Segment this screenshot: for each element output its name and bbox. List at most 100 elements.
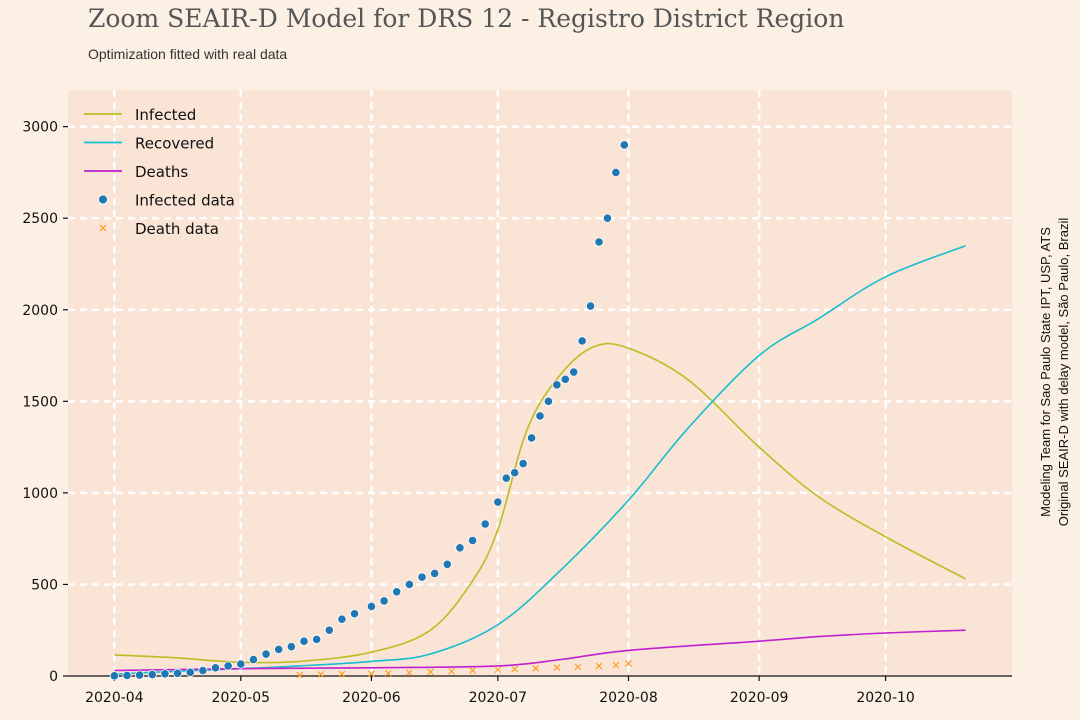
death-data-point (612, 661, 620, 669)
legend-swatch-infected-data (98, 194, 108, 205)
x-tick-label: 2020-09 (730, 690, 789, 706)
infected-data-point (417, 572, 427, 582)
infected-data-point (312, 634, 322, 644)
infected-data-point (135, 670, 145, 680)
x-tick-label: 2020-10 (856, 690, 915, 706)
infected-data-point (160, 669, 170, 679)
grid-layer (68, 90, 1012, 676)
infected-data-point (518, 458, 528, 469)
death-data-point (338, 670, 346, 678)
infected-data-point (611, 167, 621, 178)
infected-data-point (552, 380, 562, 390)
infected-data-point (337, 614, 347, 624)
infected-data-point (198, 665, 208, 676)
legend-label-infected: Infected (135, 106, 196, 124)
infected-data-point (569, 367, 579, 377)
infected-data-point (577, 336, 587, 346)
x-tick-label: 2020-04 (85, 690, 144, 706)
infected-data-point (324, 625, 334, 635)
infected-data-point (493, 497, 503, 507)
infected-data-point (109, 671, 119, 681)
death-data-point (405, 669, 413, 677)
infected-line (114, 342, 966, 664)
infected-data-series (109, 140, 629, 681)
death-data-point (625, 660, 632, 667)
infected-data-point (122, 670, 132, 681)
infected-data-point (442, 559, 452, 569)
legend: Infected Recovered Deaths Infected data Deat… (84, 106, 235, 238)
infected-data-point (299, 636, 309, 646)
x-tick-label: 2020-05 (212, 690, 271, 706)
x-tick-label: 2020-06 (342, 690, 401, 706)
infected-data-point (248, 654, 259, 665)
infected-data-point (510, 468, 520, 478)
death-data-point (511, 665, 519, 673)
plot-area (68, 90, 1012, 676)
y-tick-label: 0 (49, 669, 58, 685)
death-data-point (296, 671, 304, 679)
x-tick-label: 2020-07 (469, 690, 528, 706)
death-data-point (595, 662, 603, 670)
legend-label-death-data: Death data (135, 220, 219, 238)
death-data-point (494, 666, 502, 673)
side-credit: Modeling Team for Sao Paulo State IPT, U… (1038, 218, 1071, 527)
y-tick-label: 1000 (22, 486, 58, 502)
infected-data-point (223, 661, 233, 671)
series-layer (109, 140, 966, 681)
infected-data-point (455, 543, 465, 553)
y-tick-label: 3000 (22, 120, 58, 136)
infected-data-point (480, 519, 490, 529)
legend-label-recovered: Recovered (135, 135, 214, 153)
infected-data-point (210, 663, 221, 673)
death-data-point (553, 664, 561, 671)
death-data-point (574, 663, 582, 671)
chart-subtitle: Optimization fitted with real data (88, 46, 288, 62)
deaths-line (114, 629, 966, 672)
legend-swatch-death-data (99, 224, 107, 232)
legend-label-deaths: Deaths (135, 163, 188, 181)
x-tick-label: 2020-08 (599, 690, 658, 706)
infected-data-point (274, 644, 284, 655)
infected-series (114, 342, 966, 664)
axis-layer: 2020-04 2020-05 2020-06 2020-07 2020-08 2020-… (22, 120, 1012, 706)
death-data-point (317, 671, 325, 678)
y-tick-label: 2500 (22, 211, 58, 227)
infected-data-point (286, 642, 296, 652)
infected-data-point (594, 237, 604, 247)
infected-data-point (185, 667, 195, 677)
death-data-point (427, 668, 434, 676)
infected-data-point (261, 649, 271, 659)
infected-data-point (535, 411, 545, 421)
legend-label-infected-data: Infected data (135, 192, 235, 210)
infected-data-point (366, 601, 377, 612)
y-tick-label: 2000 (22, 303, 58, 319)
death-data-point (532, 664, 540, 672)
infected-data-point (467, 535, 478, 546)
infected-data-point (404, 579, 414, 590)
infected-data-point (349, 609, 360, 619)
death-data-point (368, 670, 375, 678)
infected-data-point (585, 301, 596, 311)
infected-data-point (147, 669, 157, 680)
infected-data-point (619, 140, 629, 150)
infected-data-point (543, 396, 554, 406)
infected-data-point (172, 668, 183, 678)
death-data-point (469, 667, 476, 674)
infected-data-point (236, 659, 246, 669)
y-tick-label: 500 (31, 577, 58, 593)
infected-data-point (526, 433, 537, 443)
y-tick-label: 1500 (22, 394, 58, 410)
infected-data-point (560, 374, 570, 384)
death-data-series (296, 660, 632, 679)
infected-data-point (501, 473, 511, 483)
infected-data-point (602, 213, 613, 223)
credit-line-1: Modeling Team for Sao Paulo State IPT, U… (1038, 227, 1053, 517)
infected-data-point (430, 568, 440, 579)
death-data-point (384, 669, 392, 677)
credit-line-2: Original SEAIR-D with delay model, São P… (1056, 218, 1071, 527)
infected-data-point (379, 596, 389, 606)
chart-title: Zoom SEAIR-D Model for DRS 12 - Registro… (88, 4, 845, 33)
infected-data-point (392, 587, 402, 597)
deaths-series (114, 629, 966, 672)
